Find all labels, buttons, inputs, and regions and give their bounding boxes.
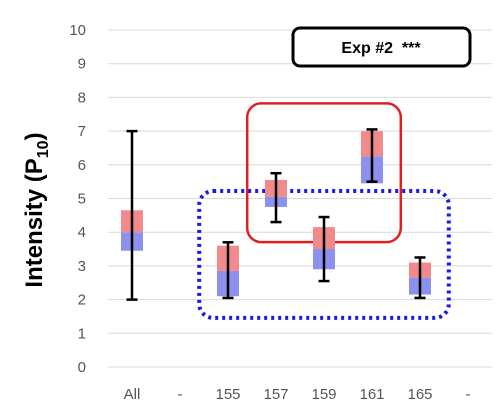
x-tick-label: - <box>466 386 471 403</box>
box-All <box>121 129 143 301</box>
annotation-frame <box>291 26 472 68</box>
box-series <box>121 128 431 301</box>
box-155 <box>217 241 239 300</box>
y-tick-label: 5 <box>78 191 86 208</box>
x-tick-label: 157 <box>263 386 288 403</box>
box-157 <box>265 171 287 224</box>
y-axis-label-main: Intensity (P <box>21 158 48 287</box>
y-tick-label: 10 <box>69 22 86 39</box>
y-axis-label-subscript: 10 <box>35 140 52 158</box>
x-tick-labels: All - 155 157 159 161 165 - <box>124 386 471 403</box>
y-tick-label: 9 <box>78 56 86 73</box>
box-161 <box>361 128 383 184</box>
y-tick-label: 0 <box>78 359 86 376</box>
x-tick-label: 155 <box>215 386 240 403</box>
y-tick-label: 7 <box>78 123 86 140</box>
x-tick-label: - <box>178 386 183 403</box>
x-tick-label: 161 <box>359 386 384 403</box>
annotation-label: Exp #2 *** <box>341 40 421 57</box>
x-tick-label: All <box>124 386 141 403</box>
y-tick-label: 3 <box>78 258 86 275</box>
y-axis-label-close: ) <box>21 132 48 140</box>
y-tick-label: 1 <box>78 325 86 342</box>
y-tick-label: 8 <box>78 89 86 106</box>
x-tick-label: 165 <box>407 386 432 403</box>
experiment-annotation: Exp #2 *** <box>291 26 472 68</box>
y-axis-label: Intensity (P10) <box>21 132 52 287</box>
y-tick-label: 6 <box>78 157 86 174</box>
box-165 <box>409 256 431 300</box>
box-159 <box>313 215 335 283</box>
y-tick-label: 4 <box>78 224 86 241</box>
y-tick-label: 2 <box>78 292 86 309</box>
y-tick-labels: 0 1 2 3 4 5 6 7 8 9 10 <box>69 22 86 376</box>
x-tick-label: 159 <box>311 386 336 403</box>
